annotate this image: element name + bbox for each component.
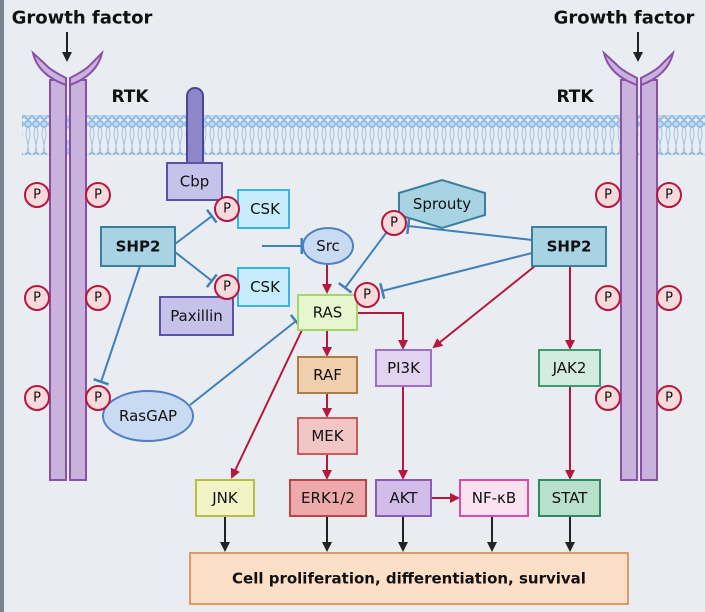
node-jak2: JAK2 [538,349,601,387]
rasgap-inhibits-ras [189,314,302,406]
svg-text:CSK: CSK [250,278,281,296]
node-rasgap: RasGAP [102,390,194,442]
growth-factor-left-label: Growth factor [12,8,153,29]
svg-text:P: P [665,391,673,406]
rtk-right-receptor [602,49,675,481]
svg-text:AKT: AKT [389,489,418,507]
shp2-inhibits-ras-phospho [379,252,533,300]
shp2-inhibits-sprouty [406,217,533,241]
svg-text:P: P [665,188,673,203]
rtk-right-label: RTK [556,87,594,107]
shp2-inhibits-rasgap [93,265,141,386]
svg-text:Cbp: Cbp [180,173,210,191]
phospho-site: P [214,196,240,222]
svg-text:P: P [223,280,231,295]
shp2-inhibits-csk-top [174,209,218,245]
outcome-box: Cell proliferation, differentiation, sur… [189,552,629,605]
svg-text:P: P [33,188,41,203]
phospho-sites: P P P P P P P P P P P P P P P P [24,182,682,411]
svg-text:CSK: CSK [250,200,281,218]
svg-text:ERK1/2: ERK1/2 [301,489,355,507]
svg-text:SHP2: SHP2 [116,238,161,256]
svg-text:P: P [94,188,102,203]
svg-text:P: P [363,288,371,303]
svg-text:JAK2: JAK2 [552,359,587,377]
svg-text:PI3K: PI3K [387,359,421,377]
svg-text:P: P [33,391,41,406]
node-cbp: Cbp [166,162,223,201]
node-akt: AKT [375,479,432,517]
phospho-site: P [656,182,682,208]
phospho-site: P [85,182,111,208]
phospho-site: P [24,285,50,311]
svg-text:P: P [33,291,41,306]
svg-text:STAT: STAT [552,489,589,507]
phospho-site: P [595,385,621,411]
svg-text:P: P [604,391,612,406]
node-src: Src [302,227,354,265]
node-shp2-right: SHP2 [531,226,607,267]
node-erk: ERK1/2 [289,479,367,517]
activation-edges [230,264,575,503]
svg-text:NF-κB: NF-κB [472,489,516,507]
phospho-site: P [595,285,621,311]
svg-text:RAS: RAS [313,304,343,322]
output-arrows [220,517,575,552]
node-pi3k: PI3K [375,349,432,387]
rtk-left-receptor [31,49,104,481]
phospho-site: P [214,274,240,300]
svg-text:P: P [390,216,398,231]
svg-text:Sprouty: Sprouty [413,195,471,213]
node-shp2-left: SHP2 [100,226,176,267]
svg-text:P: P [604,291,612,306]
inhibition-edges [93,209,533,406]
phospho-site: P [85,285,111,311]
phospho-site: P [24,182,50,208]
svg-text:P: P [223,202,231,217]
svg-text:MEK: MEK [311,427,344,445]
node-stat: STAT [538,479,601,517]
cell-membrane [22,115,705,155]
phospho-site: P [381,210,407,236]
svg-text:RasGAP: RasGAP [119,407,177,425]
node-sprouty: Sprouty [398,178,486,230]
phospho-site: P [595,182,621,208]
svg-text:JNK: JNK [211,489,239,507]
phospho-site: P [354,282,380,308]
svg-text:P: P [604,188,612,203]
svg-text:Src: Src [316,237,340,255]
node-csk-top: CSK [237,189,290,229]
node-paxillin: Paxillin [159,296,234,336]
node-nfkb: NF-κB [459,479,529,517]
node-raf: RAF [297,356,358,394]
node-jnk: JNK [195,479,255,517]
left-edge [0,0,4,612]
growth-factor-right-label: Growth factor [554,8,695,29]
shp2-inhibits-csk-bottom [174,251,218,288]
phospho-site: P [656,285,682,311]
shp2-to-pi3k [432,265,536,349]
node-ras: RAS [297,294,358,331]
svg-text:Cell proliferation, differenti: Cell proliferation, differentiation, sur… [232,570,586,588]
svg-text:RAF: RAF [313,366,342,384]
ras-to-pi3k [357,312,408,350]
phospho-site: P [85,385,111,411]
svg-text:P: P [665,291,673,306]
ras-to-jnk [230,329,303,479]
svg-text:P: P [94,291,102,306]
node-csk-bottom: CSK [237,267,290,307]
phospho-site: P [24,385,50,411]
rtk-left-label: RTK [111,87,149,107]
cbp-anchor [186,87,204,169]
svg-text:SHP2: SHP2 [547,238,592,256]
svg-text:Paxillin: Paxillin [170,307,223,325]
sprouty-inhibits-ras [337,232,387,294]
node-mek: MEK [297,417,358,455]
svg-text:P: P [94,391,102,406]
phospho-site: P [656,385,682,411]
